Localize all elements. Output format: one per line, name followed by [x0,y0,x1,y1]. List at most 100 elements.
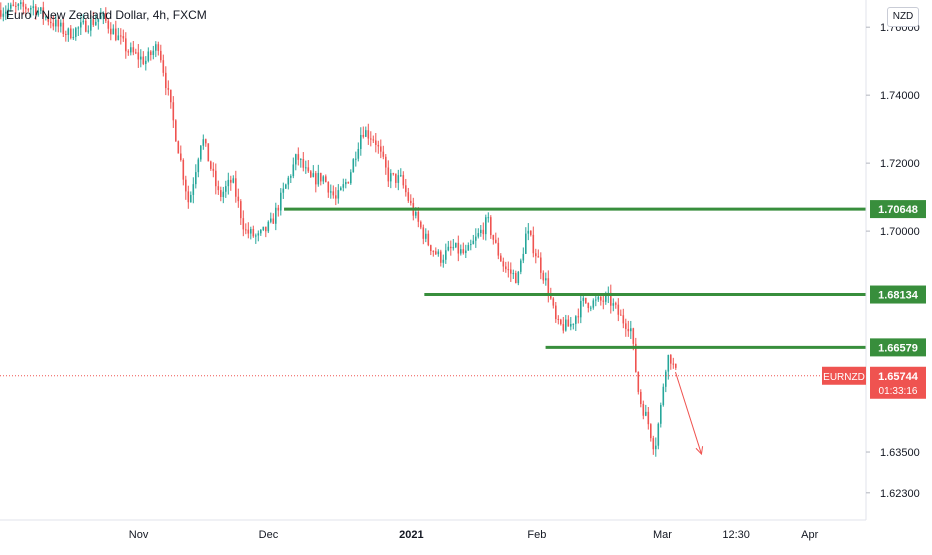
candle-body [40,7,42,11]
candle-body [407,192,410,201]
candle-body [657,423,660,446]
candle-body [117,35,120,41]
candle-body [430,245,432,252]
candle-body [265,226,267,232]
candle-body [375,140,377,145]
candle-body [540,257,542,273]
candle-body [82,20,85,23]
chart-title[interactable]: Euro / New Zealand Dollar, 4h, FXCM [6,8,207,22]
candle-body [335,195,337,199]
candle-body [195,172,197,185]
candle-body [357,148,360,159]
price-axis[interactable]: 1.760001.740001.720001.700001.635001.623… [866,22,920,500]
candle-body [355,158,357,160]
candle-body [257,233,260,236]
candle-body [632,328,635,344]
candle-body [650,424,652,439]
candle-body [25,6,27,10]
candle-body [277,207,280,211]
price-tick-label: 1.74000 [880,90,920,102]
candle-body [415,211,417,216]
candle-body [255,235,257,237]
candle-body [2,13,5,17]
candle-body [245,229,247,231]
candle-body [35,6,37,16]
candle-body [385,156,387,168]
candle-body [342,184,345,188]
candle-body [372,139,375,141]
candle-body [337,190,340,199]
exchange-label: FXCM [172,8,207,22]
candle-body [145,60,147,64]
candle-body [402,175,405,186]
candle-body [230,179,232,183]
candle-body [610,292,612,306]
candle-body [395,173,397,183]
candle-body [67,28,70,35]
last-price-value: 1.65744 [878,371,919,383]
candle-body [505,266,507,270]
time-axis[interactable]: Nov Dec 2021 Feb Mar 12:30 Apr [129,529,819,541]
candle-body [75,28,77,37]
candle-body [160,50,162,61]
symbol-tag-bg [822,366,866,385]
candle-body [207,143,210,162]
candle-body [275,207,277,224]
candle-body [662,386,665,406]
candle-body [517,271,520,284]
trend-arrow-shaft[interactable] [675,372,702,455]
candle-body [327,182,330,193]
candle-body [665,371,667,387]
candle-body [5,11,7,14]
candle-body [27,9,30,11]
candle-body [300,159,302,161]
candle-body [437,251,440,255]
candle-body [282,188,285,193]
candle-body [247,229,250,234]
candle-body [617,304,620,315]
interval-label: 4h [152,8,167,22]
currency-badge[interactable]: NZD [887,7,919,27]
bar-countdown: 01:33:16 [879,386,918,397]
candle-body [537,256,540,258]
candle-body [127,51,130,53]
candle-body [90,19,92,31]
candle-body [87,30,90,32]
candle-body [205,139,207,144]
candle-body [575,316,577,324]
candle-body [122,36,125,39]
time-tick-label: Mar [653,529,672,541]
trend-arrow-head[interactable] [695,446,704,456]
candle-body [312,173,315,177]
candle-body [485,217,487,235]
time-tick-label: Feb [527,529,546,541]
candle-body [172,102,175,121]
price-tick-label: 1.72000 [880,158,920,170]
candle-body [655,445,657,450]
candle-body [290,176,292,178]
candle-body [72,36,75,39]
candle-body [647,411,650,425]
candle-body [630,328,632,332]
candle-body [222,191,225,198]
candle-body [577,316,580,318]
candle-body [612,303,615,306]
candle-body [457,242,460,254]
candle-body [652,438,655,450]
candle-body [125,38,127,52]
candle-body [307,167,310,172]
candle-body [252,229,255,237]
candle-body [427,233,430,246]
candle-body [527,230,530,234]
candle-body [152,50,155,55]
candle-body [272,218,275,224]
candle-body [202,139,205,146]
candle-body [217,186,220,191]
candle-body [352,159,355,173]
candle-body [7,8,10,12]
candle-body [260,229,262,234]
candle-body [175,120,177,142]
